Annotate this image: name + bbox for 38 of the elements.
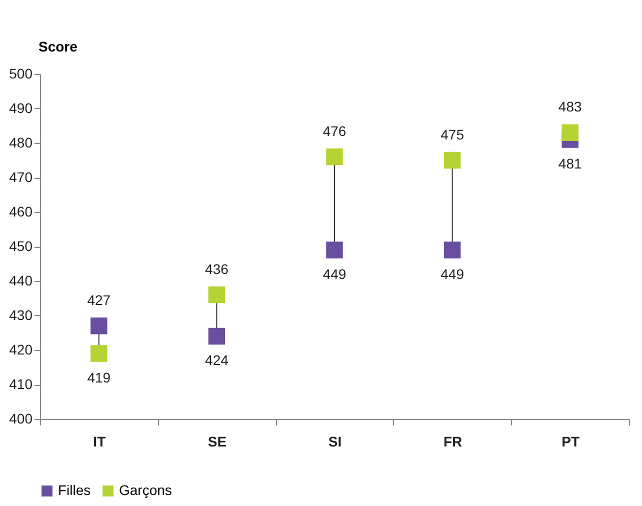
x-tick-label: IT [93,434,106,450]
y-tick-label: 440 [9,272,33,288]
x-tick-label: SI [328,434,342,450]
legend-label: Filles [58,482,91,498]
data-label: 483 [558,98,582,115]
legend-label: Garçons [119,482,172,498]
point [562,124,578,142]
x-tick-label: PT [562,434,580,450]
y-tick-label: 400 [9,410,33,426]
data-label: 419 [87,369,111,386]
y-tick-label: 410 [9,376,33,392]
data-label: 436 [205,260,229,277]
point [208,328,226,345]
point [444,242,461,258]
data-label: 476 [322,122,346,139]
y-axis-title: Score [38,38,78,54]
y-tick-label: 470 [9,169,33,185]
x-tick-label: FR [443,434,462,450]
y-tick-label: 460 [9,204,33,220]
y-tick-label: 480 [9,134,33,150]
y-tick-label: 430 [9,307,33,323]
y-tick-label: 490 [9,100,33,116]
y-tick-label: 500 [9,66,33,82]
x-tick-label: SE [208,434,227,450]
point [326,242,343,258]
data-label: 424 [205,352,229,368]
data-label: 427 [87,292,111,308]
point [326,148,343,166]
y-tick-label: 420 [9,342,33,358]
point [444,152,461,169]
y-tick-label: 450 [9,238,33,254]
data-label: 449 [322,266,346,282]
data-label: 481 [558,156,582,172]
data-label: 449 [440,266,464,282]
data-label: 475 [440,126,464,142]
point [90,345,108,362]
point [208,286,226,304]
point [90,317,108,334]
